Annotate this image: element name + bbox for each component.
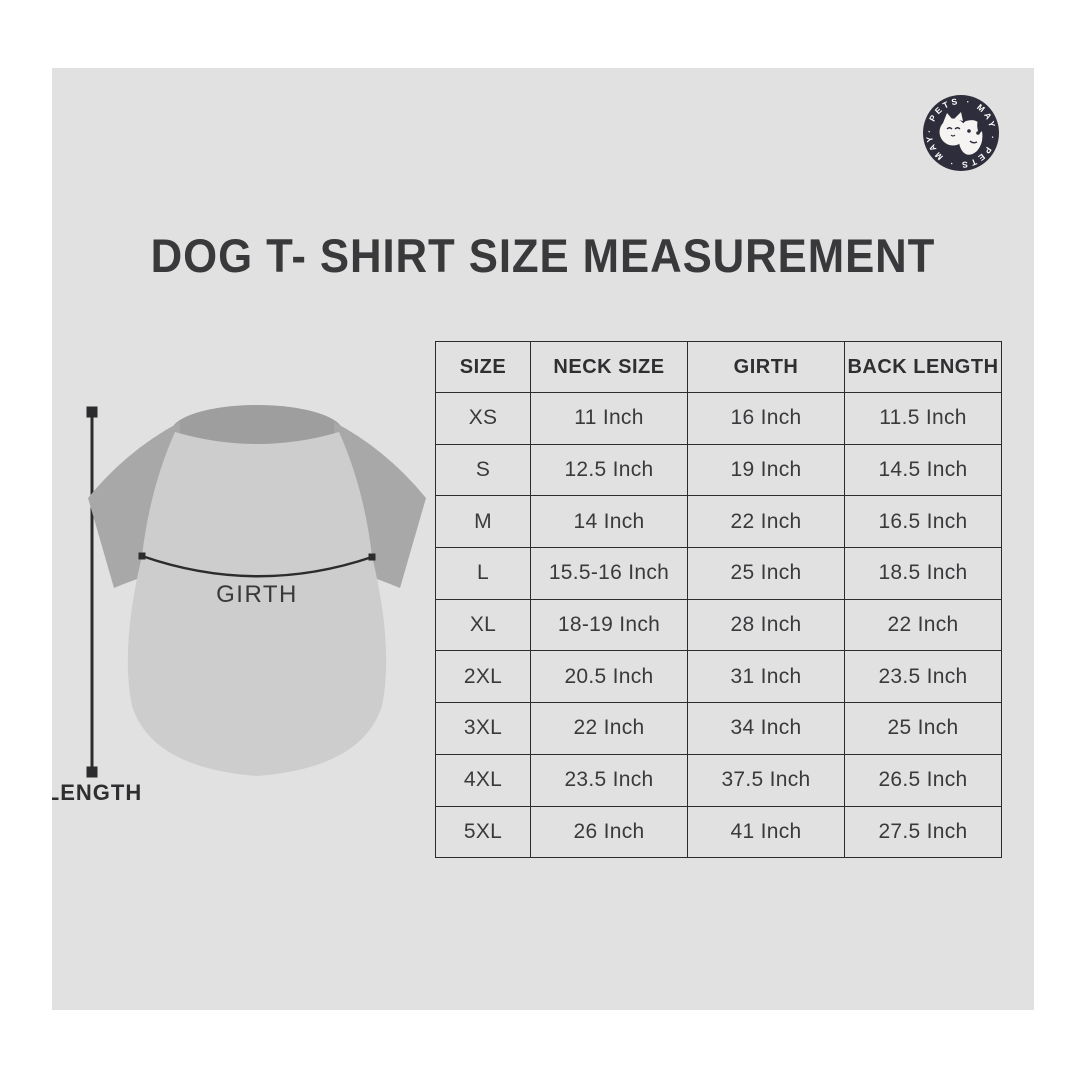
infographic-panel: · PETS · MAY · PETS · MAY DOG T- SHIRT S… [46, 68, 1034, 1010]
back-length-cell: 27.5 Inch [844, 805, 1002, 859]
table-row: L 15.5-16 Inch 25 Inch 18.5 Inch [435, 547, 1002, 600]
length-measure-line [86, 406, 98, 778]
table-row: 4XL 23.5 Inch 37.5 Inch 26.5 Inch [435, 753, 1002, 807]
neck-size-cell: 11 Inch [530, 392, 688, 445]
girth-cell: 25 Inch [687, 547, 845, 600]
size-cell: L [435, 547, 531, 600]
back-length-cell: 11.5 Inch [844, 392, 1002, 445]
neck-size-cell: 14 Inch [530, 495, 688, 549]
size-cell: XL [435, 598, 531, 652]
neck-size-cell: 12.5 Inch [530, 443, 688, 497]
column-header-size: SIZE [435, 341, 531, 393]
girth-cell: 41 Inch [687, 805, 845, 859]
girth-measure-line [138, 552, 376, 578]
girth-cell: 28 Inch [687, 598, 845, 652]
brand-logo: · PETS · MAY · PETS · MAY [923, 95, 999, 171]
table-row: XS 11 Inch 16 Inch 11.5 Inch [435, 392, 1002, 445]
girth-cell: 16 Inch [687, 392, 845, 445]
table-row: S 12.5 Inch 19 Inch 14.5 Inch [435, 443, 1002, 497]
dog-tshirt-illustration [88, 405, 426, 776]
size-cell: 2XL [435, 650, 531, 704]
girth-cell: 31 Inch [687, 650, 845, 704]
table-row: 5XL 26 Inch 41 Inch 27.5 Inch [435, 805, 1002, 859]
neck-size-cell: 15.5-16 Inch [530, 547, 688, 600]
girth-cell: 34 Inch [687, 702, 845, 755]
back-length-cell: 16.5 Inch [844, 495, 1002, 549]
size-cell: XS [435, 392, 531, 445]
table-row: 2XL 20.5 Inch 31 Inch 23.5 Inch [435, 650, 1002, 704]
neck-size-cell: 26 Inch [530, 805, 688, 859]
page-title: DOG T- SHIRT SIZE MEASUREMENT [150, 229, 936, 282]
column-header-back-length: BACK LENGTH [844, 341, 1002, 393]
dog-icon [958, 120, 985, 155]
shirt-body [127, 432, 387, 776]
girth-cell: 19 Inch [687, 443, 845, 497]
neck-size-cell: 20.5 Inch [530, 650, 688, 704]
back-length-cell: 22 Inch [844, 598, 1002, 652]
table-row: M 14 Inch 22 Inch 16.5 Inch [435, 495, 1002, 549]
girth-cell: 22 Inch [687, 495, 845, 549]
column-header-girth: GIRTH [687, 341, 845, 393]
table-header-row: SIZE NECK SIZE GIRTH BACK LENGTH [435, 341, 1002, 393]
neck-size-cell: 18-19 Inch [530, 598, 688, 652]
size-cell: S [435, 443, 531, 497]
size-cell: M [435, 495, 531, 549]
girth-label: GIRTH [216, 581, 298, 608]
back-length-cell: 23.5 Inch [844, 650, 1002, 704]
back-length-cell: 25 Inch [844, 702, 1002, 755]
back-length-cell: 26.5 Inch [844, 753, 1002, 807]
column-header-neck-size: NECK SIZE [530, 341, 688, 393]
size-measurement-table: SIZE NECK SIZE GIRTH BACK LENGTH XS 11 I… [435, 341, 1002, 859]
shirt-diagram-svg: GIRTH LENGTH [46, 405, 426, 805]
neck-size-cell: 22 Inch [530, 702, 688, 755]
shirt-diagram: GIRTH LENGTH [46, 388, 452, 828]
back-length-cell: 14.5 Inch [844, 443, 1002, 497]
size-cell: 4XL [435, 753, 531, 807]
table-row: 3XL 22 Inch 34 Inch 25 Inch [435, 702, 1002, 755]
girth-cell: 37.5 Inch [687, 753, 845, 807]
size-cell: 3XL [435, 702, 531, 755]
back-length-cell: 18.5 Inch [844, 547, 1002, 600]
table-row: XL 18-19 Inch 28 Inch 22 Inch [435, 598, 1002, 652]
length-label: LENGTH [52, 780, 142, 805]
brand-logo-badge: · PETS · MAY · PETS · MAY [923, 95, 999, 171]
neck-size-cell: 23.5 Inch [530, 753, 688, 807]
size-cell: 5XL [435, 805, 531, 859]
